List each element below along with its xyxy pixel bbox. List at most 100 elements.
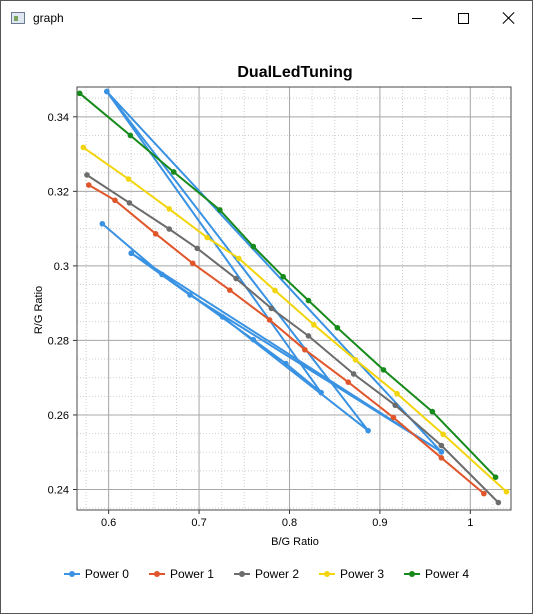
data-point	[392, 402, 398, 408]
data-point	[81, 145, 87, 151]
data-point	[481, 491, 487, 497]
data-point	[381, 367, 387, 373]
data-point	[127, 200, 133, 206]
data-point	[306, 298, 312, 304]
data-point	[217, 207, 223, 213]
x-tick-label: 1	[467, 517, 473, 529]
legend: Power 0 Power 1 Power 2 Power 3 Power 4	[1, 567, 532, 581]
data-point	[233, 276, 239, 282]
data-point	[227, 287, 233, 293]
legend-item: Power 3	[319, 567, 384, 581]
data-point	[77, 91, 83, 97]
data-point	[190, 260, 196, 266]
data-point	[251, 244, 257, 250]
data-point	[86, 182, 92, 188]
data-point	[318, 390, 324, 396]
data-point	[104, 89, 110, 95]
data-point	[335, 325, 341, 331]
legend-label: Power 2	[255, 567, 299, 581]
legend-label: Power 4	[425, 567, 469, 581]
y-axis-label: R/G Ratio	[33, 286, 45, 334]
y-tick-label: 0.32	[48, 186, 69, 198]
data-point	[439, 443, 445, 449]
minimize-icon	[412, 18, 422, 19]
data-point	[493, 474, 499, 480]
series-0	[100, 89, 445, 455]
data-point	[394, 391, 400, 397]
data-point	[440, 432, 446, 438]
chart: DualLedTuning 0.6 0.7 0.8 0.9 10.240.260.280…	[1, 35, 532, 565]
y-tick-label: 0.3	[54, 261, 69, 273]
data-point	[153, 231, 159, 237]
data-point	[204, 235, 210, 241]
legend-item: Power 2	[234, 567, 299, 581]
data-point	[353, 357, 359, 363]
maximize-button[interactable]	[440, 1, 486, 35]
data-point	[439, 449, 445, 455]
legend-item: Power 4	[404, 567, 469, 581]
data-point	[128, 133, 134, 139]
minimize-button[interactable]	[394, 1, 440, 35]
series-1	[86, 182, 487, 496]
data-point	[430, 409, 436, 415]
data-point	[439, 455, 445, 461]
data-point	[504, 489, 510, 495]
legend-label: Power 1	[170, 567, 214, 581]
series-line	[83, 147, 506, 491]
legend-item: Power 1	[149, 567, 214, 581]
x-axis-label: B/G Ratio	[271, 536, 319, 548]
data-point	[351, 371, 357, 377]
data-point	[269, 306, 275, 312]
window-title: graph	[33, 11, 64, 25]
close-button[interactable]	[486, 1, 532, 35]
plot-border	[77, 87, 511, 510]
data-point	[159, 272, 165, 278]
series-line	[102, 92, 441, 452]
legend-swatch	[404, 569, 420, 579]
y-tick-label: 0.24	[48, 485, 69, 497]
data-point	[171, 169, 177, 175]
chart-title: DualLedTuning	[237, 64, 352, 81]
data-point	[112, 197, 118, 203]
data-point	[306, 333, 312, 339]
data-point	[391, 415, 397, 421]
data-point	[128, 250, 134, 256]
data-point	[267, 317, 273, 323]
x-tick-label: 0.7	[191, 517, 206, 529]
legend-swatch	[319, 569, 335, 579]
data-point	[166, 226, 172, 232]
data-point	[496, 500, 502, 506]
legend-swatch	[234, 569, 250, 579]
y-tick-label: 0.28	[48, 335, 69, 347]
maximize-icon	[458, 13, 469, 24]
y-tick-label: 0.26	[48, 410, 69, 422]
y-tick-label: 0.34	[48, 112, 69, 124]
data-point	[236, 256, 242, 262]
data-point	[311, 322, 317, 328]
legend-label: Power 3	[340, 567, 384, 581]
data-point	[100, 221, 106, 227]
series-3	[81, 145, 510, 495]
data-point	[283, 361, 289, 367]
x-tick-label: 0.9	[372, 517, 387, 529]
legend-item: Power 0	[64, 567, 129, 581]
data-point	[187, 292, 193, 298]
close-icon	[503, 12, 515, 24]
data-point	[220, 314, 226, 320]
data-point	[126, 176, 132, 182]
data-point	[194, 246, 200, 252]
data-point	[84, 172, 90, 178]
data-point	[365, 428, 371, 434]
x-tick-label: 0.8	[282, 517, 297, 529]
legend-label: Power 0	[85, 567, 129, 581]
app-icon	[11, 12, 25, 24]
x-tick-label: 0.6	[101, 517, 116, 529]
data-point	[302, 347, 308, 353]
series-layer	[77, 89, 509, 506]
legend-swatch	[64, 569, 80, 579]
data-point	[166, 206, 172, 212]
data-point	[280, 274, 286, 280]
title-bar[interactable]: graph	[1, 1, 532, 35]
axes: 0.6 0.7 0.8 0.9 1 0.24 0.26 0.28 0.3 0.32 0.34	[48, 87, 511, 529]
